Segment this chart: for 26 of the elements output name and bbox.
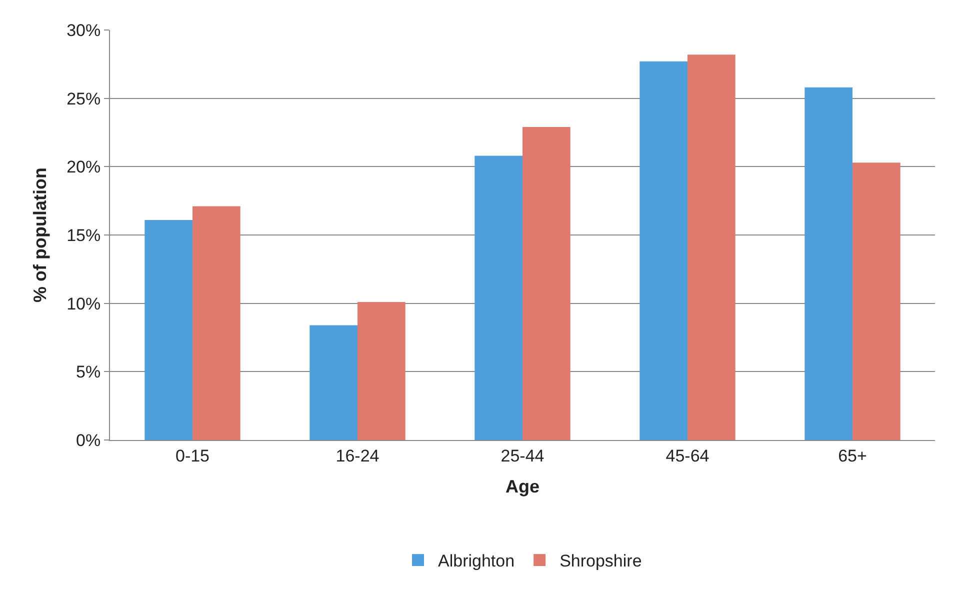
- x-tick-label: 45-64: [666, 446, 710, 466]
- y-tick-label: 30%: [66, 20, 101, 40]
- bar: [852, 162, 900, 440]
- legend-label: Albrighton: [438, 552, 515, 571]
- y-tick-label: 15%: [66, 226, 101, 245]
- legend-label: Shropshire: [560, 552, 642, 571]
- bar: [192, 206, 240, 440]
- y-tick-label: 20%: [66, 158, 101, 177]
- bar: [804, 87, 852, 440]
- bar: [144, 220, 192, 440]
- y-tick-label: 10%: [66, 294, 101, 314]
- x-tick-label: 65+: [838, 446, 867, 466]
- y-tick-label: 25%: [66, 89, 101, 108]
- bar: [474, 156, 522, 440]
- bar: [640, 61, 688, 440]
- x-tick-label: 0-15: [175, 446, 210, 466]
- x-tick-label: 16-24: [336, 446, 380, 466]
- y-tick-label: 0%: [76, 430, 101, 450]
- bar: [688, 54, 736, 440]
- bar: [310, 325, 358, 440]
- x-tick-label: 25-44: [500, 446, 544, 466]
- bar: [522, 127, 570, 440]
- bar: [358, 302, 406, 440]
- y-axis-title: % of population: [30, 168, 50, 302]
- y-tick-label: 5%: [76, 362, 101, 382]
- x-axis-title: Age: [505, 476, 540, 496]
